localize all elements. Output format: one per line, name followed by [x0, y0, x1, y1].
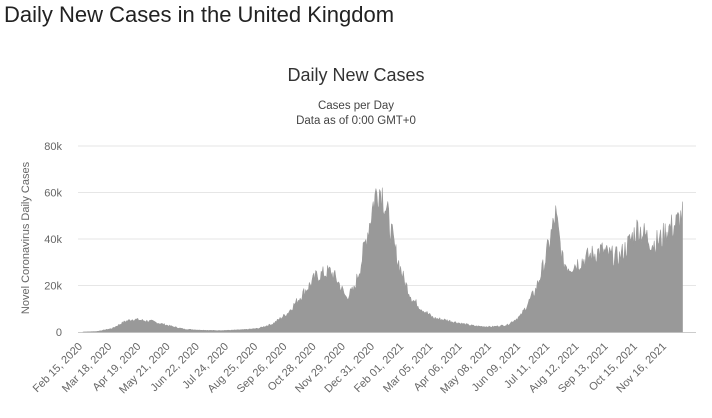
chart-data-date: Data as of 0:00 GMT+0	[296, 115, 416, 127]
y-axis-ticks: 0 20k 40k 60k 80k	[44, 141, 62, 339]
y-tick-label: 60k	[44, 188, 62, 200]
y-tick-label: 20k	[44, 281, 62, 293]
page-title: Daily New Cases in the United Kingdom	[4, 2, 395, 27]
cases-area-series	[82, 187, 683, 333]
chart-title: Daily New Cases	[287, 65, 425, 85]
chart-subtitle: Cases per Day	[317, 100, 395, 112]
y-tick-label: 80k	[44, 141, 62, 153]
y-tick-label: 40k	[44, 234, 62, 246]
plot-area	[82, 187, 683, 333]
y-tick-label: 0	[56, 327, 62, 339]
x-tick-label: Feb 15, 2020	[31, 341, 85, 395]
y-axis-label: Novel Coronavirus Daily Cases	[20, 161, 32, 314]
